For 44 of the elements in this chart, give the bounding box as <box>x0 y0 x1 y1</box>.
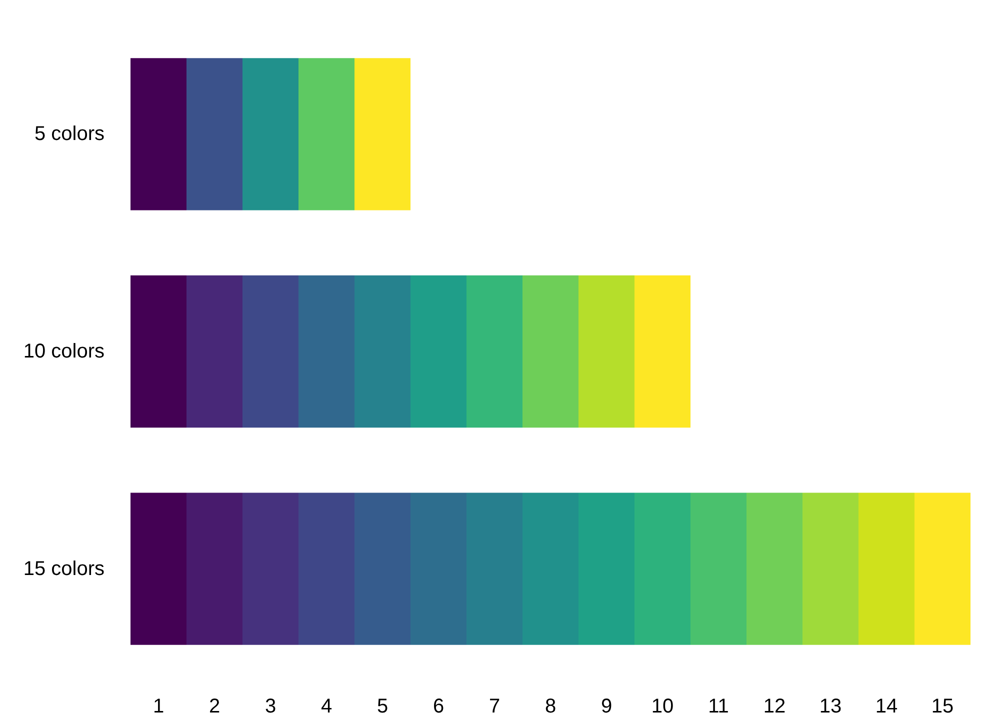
bar <box>466 275 522 428</box>
x-tick-label: 13 <box>819 696 842 718</box>
bar <box>130 492 186 645</box>
bar <box>802 492 858 645</box>
bar <box>354 492 410 645</box>
x-tick-label: 14 <box>875 696 898 718</box>
bar <box>410 492 466 645</box>
x-tick-label: 5 <box>376 696 388 718</box>
x-tick-label: 3 <box>264 696 276 718</box>
bar <box>746 492 802 645</box>
x-tick-label: 15 <box>931 696 954 718</box>
bar <box>578 275 634 428</box>
bar <box>186 275 242 428</box>
x-tick-label: 7 <box>488 696 500 718</box>
bar <box>858 492 914 645</box>
bar <box>914 492 970 645</box>
bar <box>634 492 690 645</box>
bar <box>522 275 578 428</box>
x-tick-label: 4 <box>320 696 332 718</box>
x-tick-label: 11 <box>708 696 729 718</box>
x-tick-label: 9 <box>600 696 612 718</box>
y-tick-label: 10 colors <box>23 340 105 362</box>
bar <box>130 58 186 210</box>
bar <box>578 492 634 645</box>
bar <box>186 58 242 210</box>
bar <box>242 275 298 428</box>
bar <box>130 275 186 428</box>
x-tick-label: 2 <box>208 696 220 718</box>
x-tick-label: 12 <box>763 696 786 718</box>
x-tick-label: 6 <box>432 696 444 718</box>
bar <box>410 275 466 428</box>
x-tick-label: 1 <box>152 696 164 718</box>
bar <box>242 492 298 645</box>
bar <box>298 58 354 210</box>
y-tick-label: 15 colors <box>23 558 105 580</box>
bar <box>186 492 242 645</box>
y-tick-label: 5 colors <box>34 123 104 146</box>
bar <box>354 275 410 428</box>
x-tick-label: 10 <box>651 696 674 718</box>
x-tick-label: 8 <box>544 696 556 718</box>
bar <box>298 275 354 428</box>
bar <box>690 492 746 645</box>
bar <box>298 492 354 645</box>
bar <box>466 492 522 645</box>
